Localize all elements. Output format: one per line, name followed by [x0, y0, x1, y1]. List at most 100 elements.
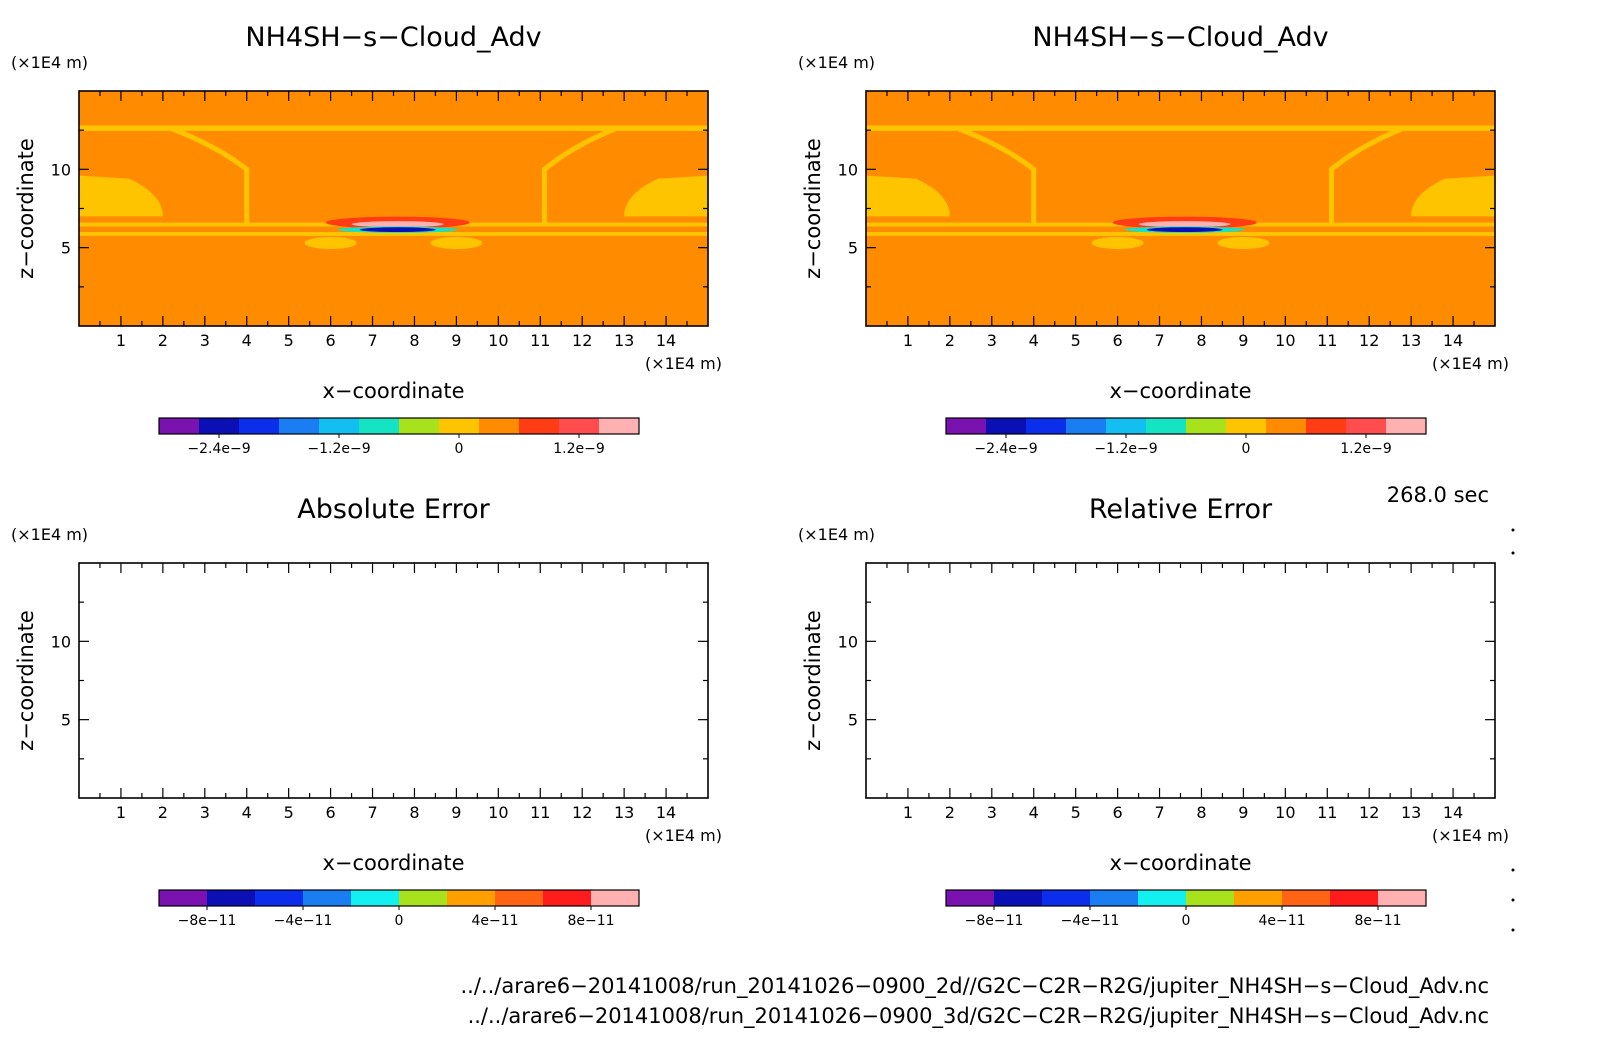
colorbar-frame	[945, 417, 1427, 435]
x-tick-label: 4	[242, 803, 252, 822]
lower-cloud-band-b	[866, 232, 1495, 236]
x-tick-label: 1	[116, 803, 126, 822]
colorbar-tick-label: −1.2e−9	[307, 441, 370, 457]
colorbar-swatch	[1186, 418, 1227, 434]
colorbar-swatch	[1042, 890, 1091, 906]
colorbar-tick-label: 4e−11	[1258, 913, 1305, 929]
colorbar-swatch	[439, 418, 480, 434]
colorbar-swatch	[279, 418, 320, 434]
plot-frame	[865, 562, 1496, 799]
x-tick-label: 8	[409, 331, 419, 350]
x-tick-label: 7	[367, 331, 377, 350]
x-tick-label: 11	[1317, 331, 1337, 350]
x-tick-label: 12	[572, 803, 592, 822]
upper-cloud-band	[866, 125, 1495, 131]
colorbar-swatch	[1266, 418, 1307, 434]
colorbar-swatch	[1106, 418, 1147, 434]
x-tick-label: 14	[656, 803, 676, 822]
colorbar-tick-label: 4e−11	[471, 913, 518, 929]
colorbar-swatch	[319, 418, 360, 434]
lower-cloud-band-b	[79, 232, 708, 236]
x-tick-label: 14	[1443, 331, 1463, 350]
colorbar-swatch	[986, 418, 1027, 434]
x-tick-label: 14	[1443, 803, 1463, 822]
filament-right	[1328, 126, 1404, 223]
y-axis-label: z−coordinate	[14, 138, 38, 279]
y-tick-label: 5	[61, 711, 71, 730]
colorbar-swatch	[399, 890, 448, 906]
colorbar-swatch	[199, 418, 240, 434]
x-tick-label: 11	[530, 803, 550, 822]
colorbar-swatch	[519, 418, 560, 434]
x-tick-label: 10	[488, 331, 508, 350]
x-tick-label: 6	[326, 803, 336, 822]
x-tick-label: 4	[1029, 803, 1039, 822]
y-unit-label: (×1E4 m)	[11, 525, 88, 544]
x-tick-label: 7	[1154, 803, 1164, 822]
colorbar-tick-label: 0	[1242, 441, 1251, 457]
x-unit-label: (×1E4 m)	[645, 354, 722, 373]
x-tick-label: 10	[1275, 803, 1295, 822]
x-unit-label: (×1E4 m)	[1432, 354, 1509, 373]
y-axis-label: z−coordinate	[801, 610, 825, 751]
x-tick-label: 2	[945, 803, 955, 822]
x-tick-label: 8	[1196, 331, 1206, 350]
x-tick-label: 3	[200, 803, 210, 822]
y-tick-label: 5	[848, 239, 858, 258]
x-unit-label: (×1E4 m)	[1432, 826, 1509, 845]
negative-core	[1146, 227, 1223, 233]
x-axis-label: x−coordinate	[322, 851, 464, 875]
side-blob-right	[1411, 175, 1495, 217]
side-blob-left	[866, 175, 950, 217]
x-tick-label: 6	[1113, 803, 1123, 822]
x-tick-label: 11	[1317, 803, 1337, 822]
chart-title: Absolute Error	[297, 494, 490, 525]
colorbar-swatch	[1282, 890, 1331, 906]
side-blob-right	[624, 175, 708, 217]
x-tick-label: 2	[158, 803, 168, 822]
lower-patch-left	[304, 236, 357, 249]
colorbar-swatch	[994, 890, 1043, 906]
x-tick-label: 5	[1071, 803, 1081, 822]
colorbar-swatch	[543, 890, 592, 906]
edge-dot	[1511, 928, 1515, 932]
x-tick-label: 3	[200, 331, 210, 350]
panel-4: Relative Error(×1E4 m)1 2 3 4 5 6 7 8 9 10 11 12 13 1…	[798, 494, 1509, 929]
x-tick-label: 13	[1401, 803, 1421, 822]
colorbar-tick-label: 8e−11	[567, 913, 614, 929]
x-tick-label: 7	[1154, 331, 1164, 350]
side-blob-left	[79, 175, 163, 217]
colorbar-swatch	[1066, 418, 1107, 434]
x-tick-label: 3	[987, 803, 997, 822]
panel-2: NH4SH−s−Cloud_Adv(×1E4 m)1 2 3 4 5 6 7 8 9 10 11 12…	[798, 22, 1509, 457]
colorbar-swatch	[559, 418, 600, 434]
y-tick-label: 5	[848, 711, 858, 730]
colorbar-swatch	[1386, 418, 1427, 434]
x-tick-label: 5	[284, 331, 294, 350]
colorbar-swatch	[255, 890, 304, 906]
x-tick-label: 4	[242, 331, 252, 350]
filament-right	[541, 126, 617, 223]
colorbar-tick-label: −8e−11	[178, 913, 237, 929]
y-axis-label: z−coordinate	[14, 610, 38, 751]
colorbar-tick-label: −1.2e−9	[1094, 441, 1157, 457]
colorbar-swatch	[159, 418, 200, 434]
colorbar-swatch	[303, 890, 352, 906]
chart-title: NH4SH−s−Cloud_Adv	[1032, 22, 1328, 53]
colorbar-tick-label: −4e−11	[274, 913, 333, 929]
x-tick-label: 10	[488, 803, 508, 822]
x-axis-label: x−coordinate	[1109, 379, 1251, 403]
x-tick-label: 13	[614, 331, 634, 350]
y-axis-label: z−coordinate	[801, 138, 825, 279]
negative-core	[359, 227, 436, 233]
colorbar-tick-label: 0	[1182, 913, 1191, 929]
colorbar-swatch	[1330, 890, 1379, 906]
colorbar-tick-label: 1.2e−9	[1340, 441, 1392, 457]
contour-field	[866, 91, 1495, 326]
file-path-2d: ../../arare6−20141008/run_20141026−0900_…	[460, 974, 1489, 998]
colorbar-tick-label: 1.2e−9	[553, 441, 605, 457]
y-tick-label: 10	[51, 160, 71, 179]
colorbar-swatch	[1234, 890, 1283, 906]
x-axis-label: x−coordinate	[1109, 851, 1251, 875]
chart-title: Relative Error	[1089, 494, 1273, 525]
